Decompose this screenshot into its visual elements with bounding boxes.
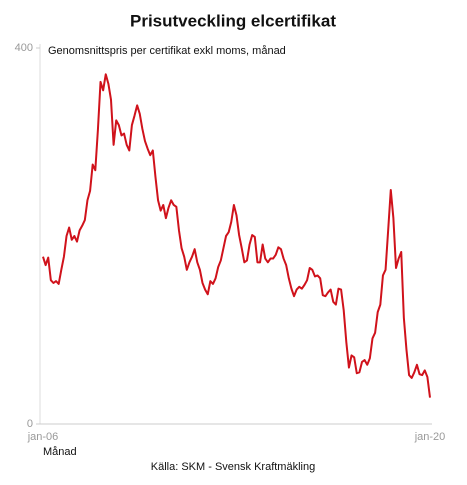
data-line <box>42 73 431 398</box>
x-tick-label: jan-20 <box>414 431 446 443</box>
x-tick-label: jan-06 <box>27 431 59 443</box>
y-tick-label: 400 <box>15 42 33 54</box>
x-axis-label: Månad <box>43 446 77 458</box>
chart-subtitle: Genomsnittspris per certifikat exkl moms… <box>48 45 286 57</box>
y-tick-label: 0 <box>27 418 33 430</box>
chart-title: Prisutveckling elcertifikat <box>130 11 336 30</box>
source: Källa: SKM - Svensk Kraftmäkling <box>151 461 315 473</box>
